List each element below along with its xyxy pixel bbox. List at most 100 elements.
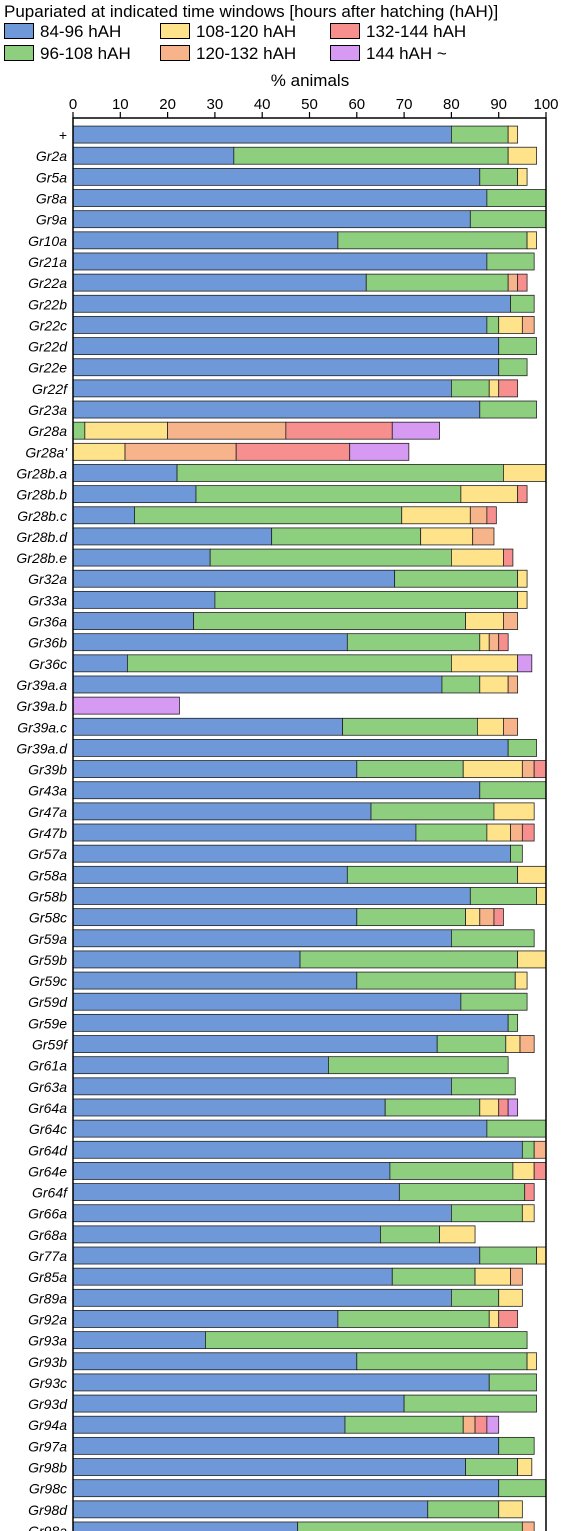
x-tick-label: 90 <box>490 96 507 113</box>
bar-segment-84-96 <box>72 1119 488 1138</box>
bar-segment-84-96 <box>72 887 471 905</box>
bar-segment-96-108 <box>356 971 516 990</box>
bar-segment-84-96 <box>72 992 462 1011</box>
bar-segment-96-108 <box>380 1225 440 1244</box>
bar-segment-84-96 <box>72 337 500 355</box>
bar-segment-84-96 <box>72 231 339 250</box>
bar-segment-108-120 <box>517 590 528 609</box>
bar-segment-96-108 <box>441 675 481 694</box>
y-tick-label: Gr58b <box>28 888 67 904</box>
bar-segment-84-96 <box>72 548 211 567</box>
bar-segment-96-108 <box>427 1500 500 1519</box>
bar-segment-84-96 <box>72 464 178 482</box>
bar-segment-96-108 <box>176 464 504 482</box>
bar-segment-132-144 <box>503 548 514 567</box>
bar-segment-84-96 <box>72 1352 358 1371</box>
x-tick-label: 10 <box>112 96 129 113</box>
bar-segment-84-96 <box>72 1035 438 1053</box>
bar-segment-132-144 <box>235 442 351 461</box>
bar-segment-144plus <box>349 442 410 461</box>
bar-segment-144plus <box>507 1098 519 1117</box>
bar-segment-108-120 <box>465 908 481 927</box>
bar-segment-96-108 <box>391 1267 476 1286</box>
bar-segment-132-144 <box>517 485 528 504</box>
y-tick-label: Gr98d <box>28 1502 68 1518</box>
bar-segment-132-144 <box>533 1162 547 1180</box>
bar-segment-120-132 <box>503 612 519 630</box>
bar-segment-108-120 <box>517 1458 533 1476</box>
legend-swatch-84-96 <box>4 23 34 39</box>
bar-segment-96-108 <box>450 1288 500 1307</box>
bar-segment-108-120 <box>536 1246 547 1265</box>
bar-segment-108-120 <box>488 379 500 398</box>
bar-segment-96-108 <box>479 1246 537 1265</box>
bar-segment-132-144 <box>486 506 497 525</box>
x-axis-title: % animals <box>271 71 349 90</box>
bar-segment-84-96 <box>72 316 488 334</box>
bar-segment-108-120 <box>521 1204 535 1223</box>
bar-segment-96-108 <box>297 1521 523 1531</box>
bar-segment-96-108 <box>521 1140 535 1159</box>
y-tick-label: Gr39b <box>28 762 67 778</box>
y-tick-label: Gr59b <box>28 952 67 968</box>
bar-segment-96-108 <box>126 654 452 673</box>
bar-segment-108-120 <box>493 802 535 821</box>
bar-segment-84-96 <box>72 950 301 969</box>
bar-segment-108-120 <box>450 654 519 673</box>
y-tick-label: Gr8a <box>36 191 67 207</box>
x-tick-label: 100 <box>533 96 558 113</box>
bar-segment-120-132 <box>469 506 488 525</box>
bar-segment-84-96 <box>72 633 348 652</box>
x-tick-label: 70 <box>396 96 413 113</box>
bar-segment-108-120 <box>439 1225 476 1244</box>
bar-segment-108-120 <box>498 316 523 334</box>
bar-segment-96-108 <box>507 1013 519 1032</box>
bar-segment-96-108 <box>486 189 547 207</box>
bar-segment-84-96 <box>72 1373 490 1392</box>
bar-segment-84-96 <box>72 210 471 229</box>
bar-segment-84-96 <box>72 1415 346 1434</box>
bar-segment-132-144 <box>474 1415 488 1434</box>
y-tick-label: Gr39a.c <box>17 719 67 735</box>
bar-segment-108-120 <box>72 442 126 461</box>
bar-segment-120-132 <box>519 1035 535 1053</box>
bar-segment-108-120 <box>498 1288 523 1307</box>
bar-segment-84-96 <box>72 654 128 673</box>
bar-segment-108-120 <box>84 421 168 440</box>
bar-segment-132-144 <box>493 908 504 927</box>
bar-segment-108-120 <box>526 231 537 250</box>
y-tick-label: Gr28b.b <box>16 487 67 503</box>
bar-segment-84-96 <box>72 844 511 863</box>
bar-segment-96-108 <box>498 1436 535 1455</box>
bar-segment-84-96 <box>72 1479 500 1498</box>
plot-frame <box>72 117 547 1531</box>
bar-segment-96-108 <box>450 125 509 144</box>
y-tick-label: Gr36a <box>28 614 67 630</box>
bar-segment-120-132 <box>521 760 535 778</box>
bar-segment-84-96 <box>72 569 396 588</box>
bar-segment-96-108 <box>465 1458 519 1476</box>
bar-segment-84-96 <box>72 1288 452 1307</box>
bar-segment-96-108 <box>415 823 488 842</box>
y-axis-labels: + Gr2a Gr5a Gr8a Gr9a Gr10a Gr21a Gr22a Gr22b Gr2… <box>16 127 69 1531</box>
bar-segment-84-96 <box>72 802 372 821</box>
bar-segment-84-96 <box>72 1521 299 1531</box>
bar-segment-84-96 <box>72 1013 509 1032</box>
bar-segment-120-132 <box>507 675 519 694</box>
bar-segment-108-120 <box>507 125 519 144</box>
bar-segment-96-108 <box>365 273 509 292</box>
bar-segment-84-96 <box>72 1310 339 1328</box>
bar-segment-84-96 <box>72 1436 500 1455</box>
bar-segment-84-96 <box>72 1098 386 1117</box>
legend-swatch-120-132 <box>160 45 190 61</box>
legend-label-96-108: 96-108 hAH <box>40 44 131 63</box>
y-tick-label: + <box>59 127 67 143</box>
bar-segment-132-144 <box>517 273 528 292</box>
bar-segment-96-108 <box>479 400 537 419</box>
bar-segment-96-108 <box>436 1035 507 1053</box>
y-tick-label: Gr57a <box>28 846 67 862</box>
bar-segment-84-96 <box>72 1331 206 1350</box>
y-tick-label: Gr93d <box>28 1396 68 1412</box>
legend-swatch-96-108 <box>4 45 34 61</box>
bar-segment-96-108 <box>233 146 509 165</box>
